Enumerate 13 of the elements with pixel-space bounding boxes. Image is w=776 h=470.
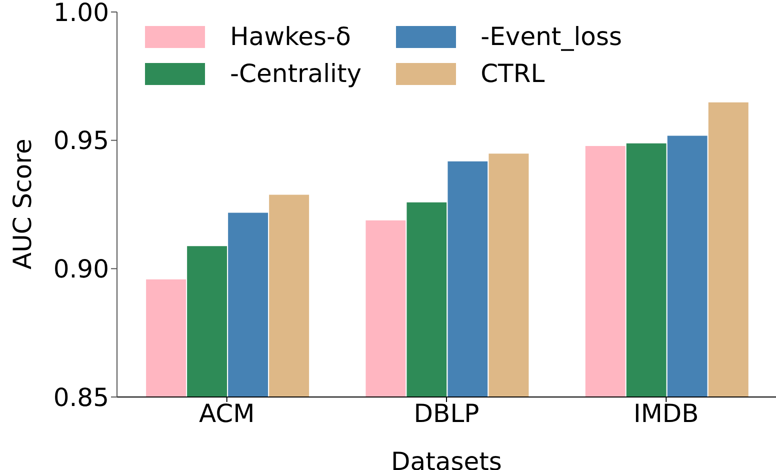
y-axis-title: AUC Score (8, 138, 37, 270)
y-tick-label: 0.85 (53, 382, 109, 412)
y-tick-label: 1.00 (53, 0, 109, 27)
y-tick-label: 0.95 (53, 126, 109, 156)
legend-label: CTRL (480, 59, 545, 88)
x-tick-label: ACM (198, 398, 255, 428)
y-tick-label: 0.90 (53, 254, 109, 284)
legend-label: -Event_loss (480, 22, 622, 51)
x-tick-label: IMDB (633, 398, 699, 428)
legend-label: -Centrality (230, 59, 362, 88)
legend-label: Hawkes-δ (230, 22, 351, 51)
x-tick-label: DBLP (414, 398, 480, 428)
x-axis-title: Datasets (391, 447, 502, 470)
